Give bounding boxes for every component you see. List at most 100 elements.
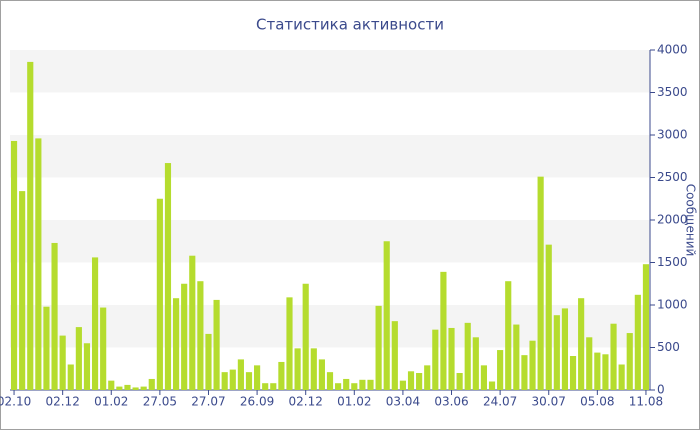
x-tick-label: 02.10 xyxy=(0,395,31,409)
bar xyxy=(602,354,609,390)
bar xyxy=(19,191,26,390)
bar xyxy=(310,348,317,390)
y-axis-label: Сообщений xyxy=(684,184,698,257)
y-tick-label: 4000 xyxy=(657,43,688,57)
bar xyxy=(359,379,366,390)
grid-band xyxy=(10,50,650,93)
bar xyxy=(286,297,293,390)
bar xyxy=(424,365,431,390)
x-tick-label: 05.08 xyxy=(580,395,614,409)
bar xyxy=(254,365,261,390)
bar xyxy=(472,337,479,390)
bar xyxy=(108,380,115,390)
bar xyxy=(383,241,390,390)
bar xyxy=(578,298,585,390)
bar xyxy=(626,333,633,390)
bar xyxy=(505,281,512,390)
bar xyxy=(407,371,415,390)
bar xyxy=(237,359,244,390)
bar xyxy=(116,386,123,390)
y-tick-label: 0 xyxy=(657,383,665,397)
bar xyxy=(642,264,650,390)
bar xyxy=(610,323,617,390)
bar xyxy=(464,322,471,390)
x-tick-label: 03.06 xyxy=(434,395,468,409)
bar xyxy=(213,299,220,390)
bar xyxy=(594,352,601,390)
bar xyxy=(351,383,358,390)
y-tick-label: 3000 xyxy=(657,128,688,142)
bar xyxy=(488,381,496,390)
y-tick-label: 1000 xyxy=(657,298,688,312)
bar xyxy=(375,305,382,390)
bar xyxy=(456,373,463,390)
y-tick-label: 2500 xyxy=(657,170,688,184)
x-tick-label: 03.04 xyxy=(386,395,420,409)
bar xyxy=(100,307,107,390)
bar xyxy=(197,281,204,390)
bar xyxy=(529,340,536,390)
bar xyxy=(343,378,350,390)
bar xyxy=(148,378,155,390)
bar xyxy=(35,138,42,390)
x-tick-label: 27.05 xyxy=(143,395,177,409)
bar xyxy=(440,271,447,390)
x-tick-label: 27.07 xyxy=(191,395,225,409)
bar xyxy=(399,380,406,390)
bar xyxy=(553,315,560,390)
bar xyxy=(91,257,99,390)
grid-band xyxy=(10,135,650,178)
bar xyxy=(513,324,520,390)
bar xyxy=(205,333,212,390)
bar xyxy=(569,356,577,390)
bar xyxy=(278,361,285,390)
bar xyxy=(391,321,398,390)
bar xyxy=(156,198,163,390)
bar xyxy=(448,327,455,390)
x-tick-label: 11.08 xyxy=(629,395,663,409)
bar xyxy=(83,343,91,390)
bar xyxy=(335,383,342,390)
bar xyxy=(294,348,301,390)
y-tick-label: 1500 xyxy=(657,255,688,269)
bar xyxy=(302,283,309,390)
chart-title: Статистика активности xyxy=(256,16,444,34)
bar xyxy=(51,242,58,390)
bar xyxy=(416,373,423,390)
y-tick-label: 2000 xyxy=(657,213,688,227)
bar xyxy=(262,383,269,390)
bar xyxy=(75,327,82,390)
bar xyxy=(132,387,139,390)
bar xyxy=(43,306,50,390)
bar xyxy=(124,384,131,390)
x-tick-label: 30.07 xyxy=(532,395,566,409)
bar xyxy=(229,369,236,390)
bar xyxy=(634,294,641,390)
bar xyxy=(181,283,188,390)
bar xyxy=(10,140,18,390)
x-tick-label: 01.02 xyxy=(94,395,128,409)
bar xyxy=(432,329,439,390)
bar xyxy=(618,364,625,390)
bar xyxy=(245,372,253,390)
grid-band xyxy=(10,220,650,263)
x-tick-label: 01.02 xyxy=(337,395,371,409)
bar xyxy=(27,61,34,391)
bar xyxy=(497,350,504,390)
x-tick-label: 24.07 xyxy=(483,395,517,409)
bar xyxy=(521,355,528,390)
x-tick-label: 02.12 xyxy=(45,395,79,409)
bar xyxy=(480,365,488,390)
bar xyxy=(67,364,74,390)
bar xyxy=(318,359,325,390)
bar xyxy=(561,308,569,390)
bar xyxy=(367,379,374,390)
bar xyxy=(164,163,172,390)
bar xyxy=(59,335,66,390)
bar xyxy=(221,372,228,390)
y-tick-label: 500 xyxy=(657,340,680,354)
bar xyxy=(270,383,277,390)
y-tick-label: 3500 xyxy=(657,85,688,99)
x-tick-label: 02.12 xyxy=(289,395,323,409)
